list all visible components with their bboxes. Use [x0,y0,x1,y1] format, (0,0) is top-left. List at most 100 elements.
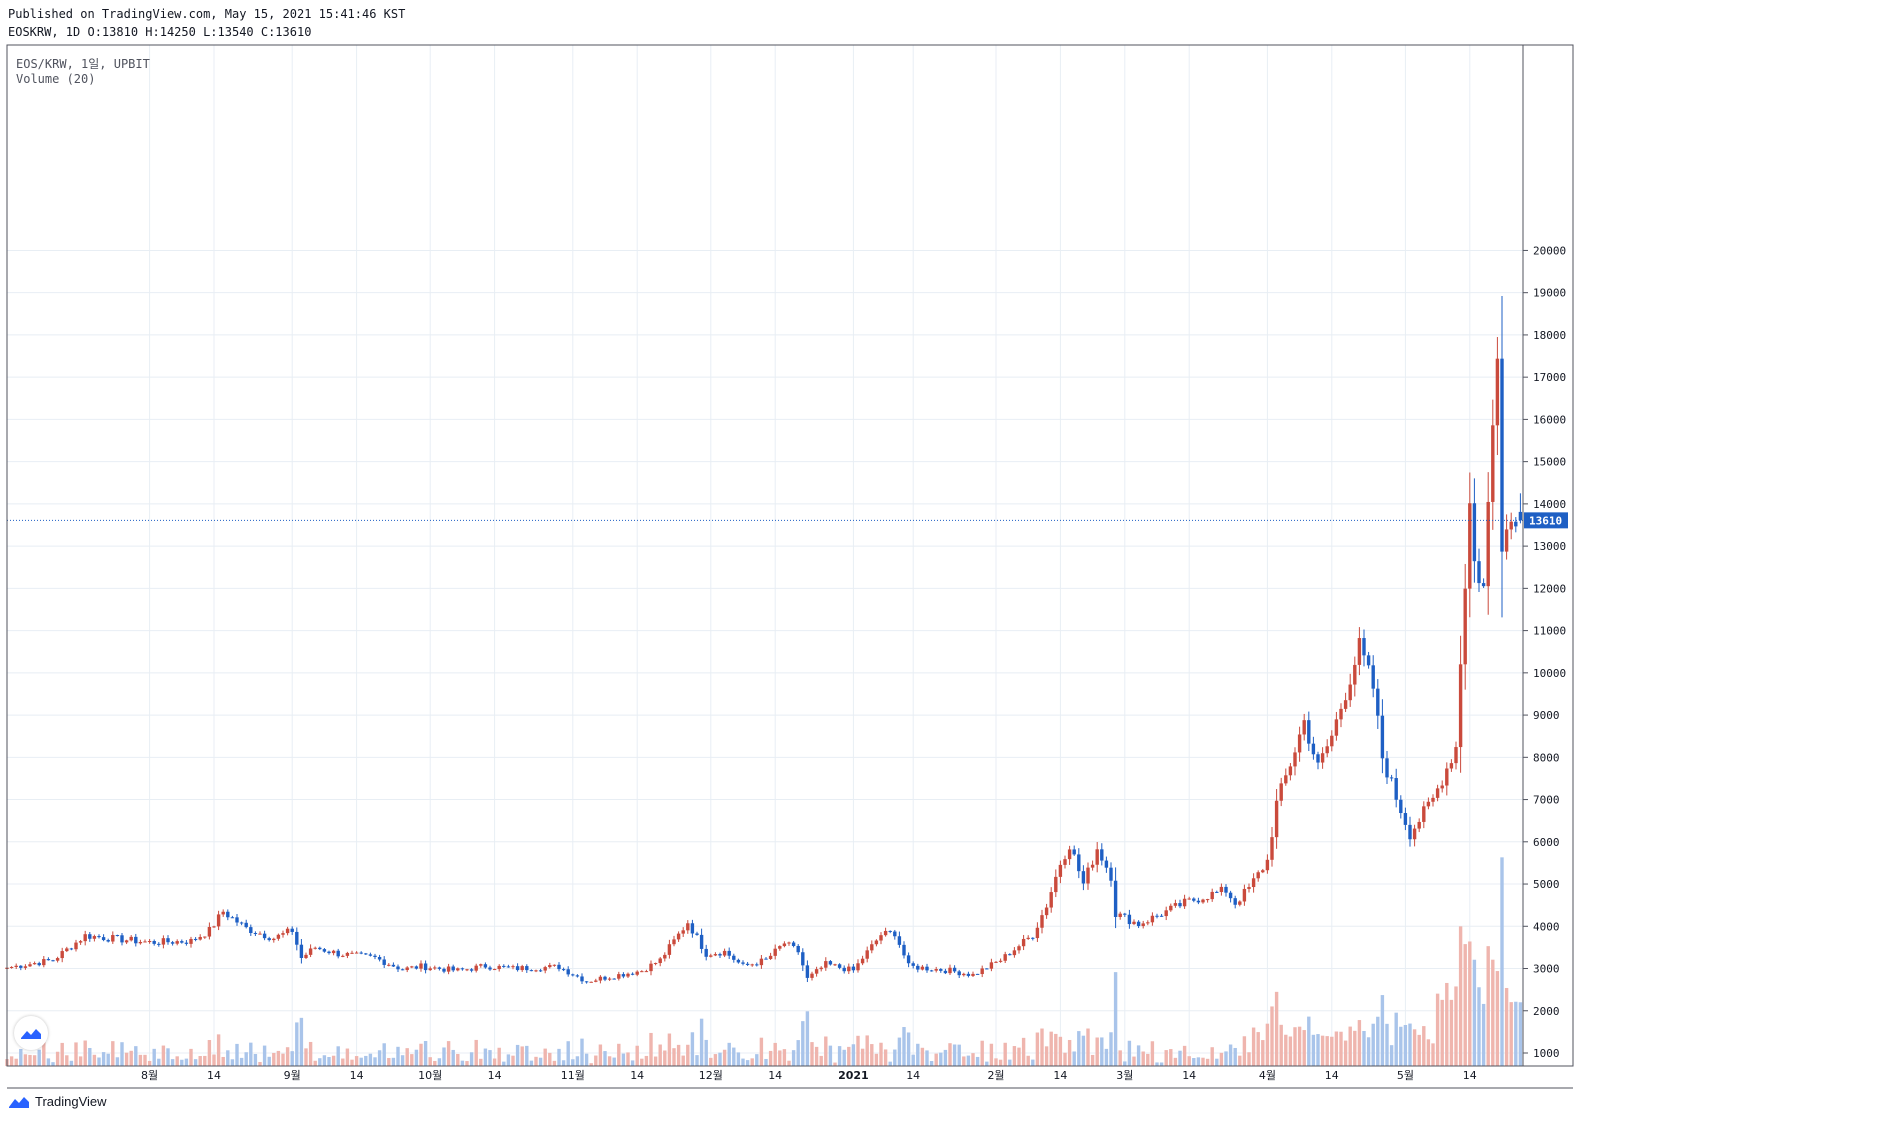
volume-bar [543,1048,547,1066]
volume-bar [437,1058,442,1066]
volume-bar [23,1054,28,1066]
volume-bars [5,857,1523,1066]
candle-body [1472,503,1477,562]
candle-body [51,960,55,962]
volume-legend[interactable]: Volume (20) [16,72,96,86]
candle-body [152,941,156,944]
volume-bar [1146,1053,1150,1066]
volume-bar [272,1052,276,1066]
volume-bar [902,1027,906,1066]
candle-body [782,943,787,947]
candle-body [1509,521,1513,530]
x-tick-label: 14 [488,1069,502,1082]
candle-body [736,959,741,963]
candle-body [1293,752,1297,767]
candle-body [318,947,322,950]
candle-body [520,966,524,971]
volume-bar [203,1055,207,1066]
candle-body [423,963,428,971]
candle-body [649,963,653,972]
candle-body [69,948,74,950]
volume-bar [653,1056,658,1066]
candle-body [341,955,345,957]
volume-bar [1031,1059,1035,1066]
candle-body [226,911,230,918]
volume-bar [1385,1023,1389,1066]
candle-body [1224,886,1228,893]
candle-body [663,954,667,959]
volume-bar [193,1059,198,1066]
candle-body [410,966,414,968]
candle-body [851,966,856,971]
volume-bar [281,1053,285,1066]
x-tick-label: 14 [1325,1069,1339,1082]
volume-bar [773,1042,777,1066]
volume-bar [1219,1052,1224,1066]
volume-bar [925,1050,929,1066]
symbol-legend[interactable]: EOS/KRW, 1일, UPBIT [16,57,150,71]
volume-bar [948,1043,952,1066]
volume-bar [336,1046,340,1066]
volume-bar [1017,1047,1021,1066]
candle-body [272,938,276,941]
candle-body [1422,806,1426,822]
candle-body [1095,849,1099,865]
volume-bar [97,1057,101,1066]
candle-body [428,968,432,971]
candle-body [621,974,626,977]
volume-bar [304,1048,308,1066]
volume-bar [1224,1051,1228,1066]
volume-bar [1343,1040,1348,1066]
candle-body [1270,837,1274,860]
candle-body [184,942,189,944]
candle-body [1403,813,1408,825]
candle-body [515,966,520,971]
candle-body [1288,766,1293,776]
volume-bar [37,1049,41,1066]
candle-body [387,964,391,966]
candle-body [994,961,998,963]
candle-body [1362,638,1366,656]
candle-body [65,948,69,952]
volume-bar [78,1056,83,1066]
volume-bar [870,1044,874,1066]
volume-bar [65,1055,69,1066]
volume-bar [1215,1058,1219,1066]
candle-body [571,974,575,976]
volume-bar [695,1055,699,1066]
candle-body [313,947,317,949]
volume-bar [14,1058,18,1066]
candle-body [856,963,860,971]
candle-body [906,955,911,964]
candle-body [796,945,800,953]
tradingview-watermark-icon[interactable] [14,1016,48,1050]
candle-body [1366,655,1371,666]
volume-bar [60,1042,64,1066]
volume-bar [322,1055,327,1066]
volume-bar [488,1050,492,1066]
volume-bar [249,1042,253,1066]
volume-bar [681,1055,685,1066]
volume-bar [1187,1056,1191,1066]
volume-bar [686,1044,690,1066]
candle-body [414,966,419,969]
candle-body [1431,797,1435,802]
volume-bar [456,1053,460,1066]
chart-frame [6,44,1574,1089]
volume-bar [1307,1016,1311,1066]
volume-bar [1205,1058,1210,1066]
volume-bar [359,1057,363,1066]
candle-body [46,959,51,961]
volume-bar [1247,1052,1251,1066]
candle-body [1486,501,1490,587]
volume-bar [626,1052,630,1066]
tradingview-logo[interactable]: TradingView [8,1094,107,1109]
candle-body [713,954,718,956]
volume-bar [1159,1062,1164,1066]
volume-bar [598,1044,603,1066]
volume-bar [1330,1036,1334,1066]
candle-body [538,970,543,972]
volume-bar [1458,926,1463,1066]
volume-bar [391,1057,396,1066]
